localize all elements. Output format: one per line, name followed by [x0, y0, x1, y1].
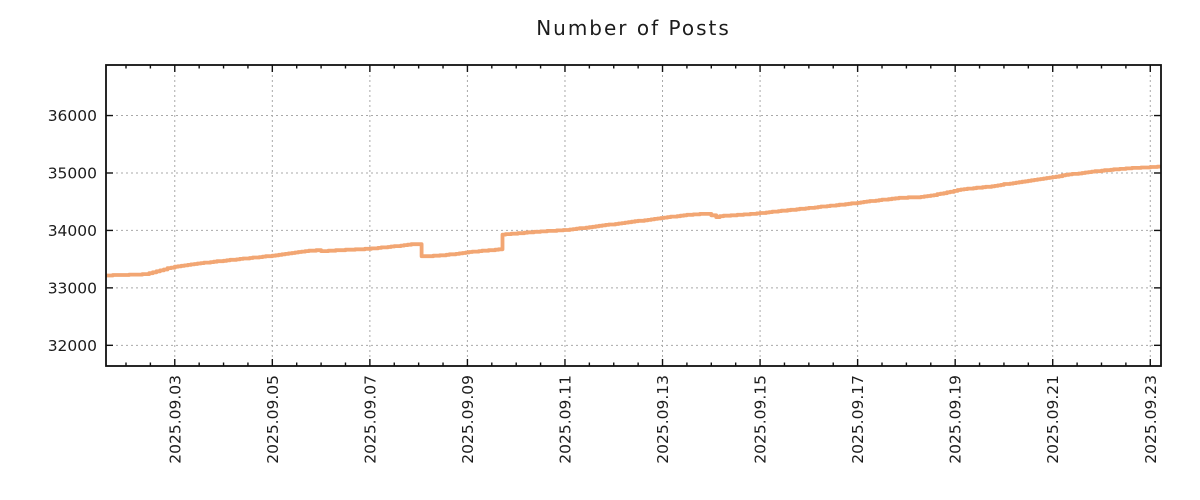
y-tick-label: 33000 [48, 279, 97, 297]
x-tick-label: 2025.09.03 [166, 375, 184, 464]
x-tick-label: 2025.09.23 [1142, 375, 1160, 464]
y-tick-label: 36000 [48, 107, 97, 125]
axis-ticks [106, 65, 1161, 366]
x-tick-label: 2025.09.07 [361, 375, 379, 464]
y-tick-label: 34000 [48, 222, 97, 240]
x-tick-label: 2025.09.21 [1044, 375, 1062, 464]
x-tick-label: 2025.09.05 [264, 375, 282, 464]
plot-border [105, 64, 1162, 367]
y-tick-label: 32000 [48, 337, 97, 355]
x-tick-label: 2025.09.17 [849, 375, 867, 464]
gridlines [106, 65, 1161, 366]
x-tick-label: 2025.09.13 [654, 375, 672, 464]
x-tick-label: 2025.09.19 [947, 375, 965, 464]
series-line-posts [106, 164, 1161, 278]
x-tick-label: 2025.09.09 [459, 375, 477, 464]
x-tick-label: 2025.09.11 [556, 375, 574, 464]
tick-labels: 32000 33000 34000 35000 36000 2025.09.03 2025.… [48, 107, 1160, 464]
x-tick-label: 2025.09.15 [752, 375, 770, 464]
chart-title: Number of Posts [536, 16, 731, 40]
y-tick-label: 35000 [48, 164, 97, 182]
